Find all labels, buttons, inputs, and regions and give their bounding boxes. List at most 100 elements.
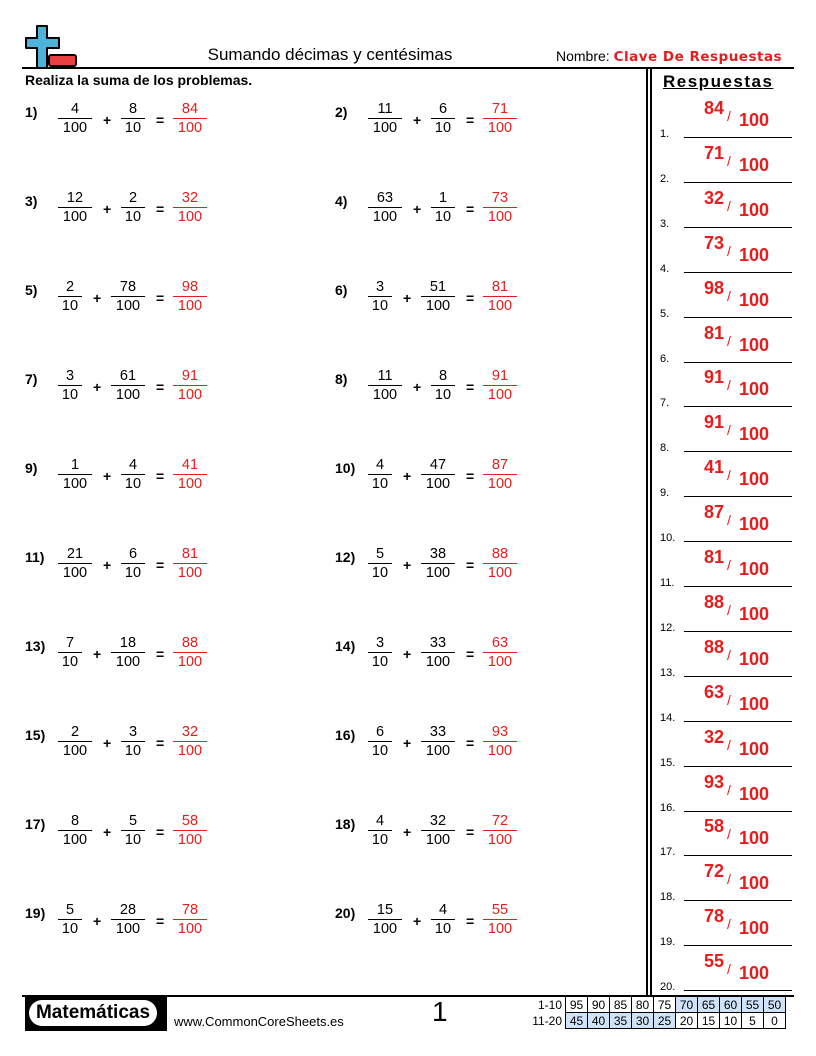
addend-fraction: 11 100 [368,101,402,136]
equals-sign: = [466,824,475,840]
answer-number: 17. [660,846,676,859]
problem-number: 6) [335,282,348,298]
answer-denominator: 100 [739,199,770,220]
answer-numerator: 55 [704,951,725,972]
answer-numerator: 63 [704,681,725,702]
equals-sign: = [466,735,475,751]
answer-fraction-denominator: 100 [177,743,203,759]
score-cell: 30 [631,1012,654,1029]
answer-numerator: 72 [704,861,725,882]
plus-sign: + [93,913,102,929]
answer-slash: / [727,736,731,753]
equals-sign: = [466,290,475,306]
answer-numerator: 91 [704,367,725,388]
answer-fraction-numerator: 91 [483,368,517,386]
problem-number: 2) [335,104,348,120]
addend-fraction-denominator: 100 [115,921,141,937]
addend-fraction-numerator: 8 [58,813,92,831]
addend-fraction: 7 10 [58,635,82,670]
answer-number: 19. [660,936,676,949]
answer-fraction: 32 100 [173,190,207,225]
answer-fraction: 71 100 [483,101,517,136]
addend-fraction-numerator: 11 [368,368,402,386]
plus-sign: + [403,468,412,484]
answer-fraction-numerator: 81 [483,279,517,297]
addend-fraction-denominator: 10 [371,654,389,670]
addend-fraction-numerator: 5 [121,813,145,831]
answer-row: 12. 88/ 100 [660,592,792,634]
answer-denominator: 100 [739,334,770,355]
plus-sign: + [413,201,422,217]
answer-slash: / [727,197,731,214]
score-cell: 5 [741,1012,764,1029]
answer-numerator: 71 [704,142,725,163]
addend-fraction-denominator: 10 [61,921,79,937]
answer-numerator: 81 [704,547,725,567]
answer-fraction-denominator: 100 [177,476,203,492]
problem-number: 18) [335,816,356,832]
logo-badge: Matemáticas [25,997,167,1031]
addend-fraction: 8 10 [431,368,455,403]
addend-fraction-numerator: 4 [368,457,392,475]
answer-row: 8. 91/ 100 [660,412,792,454]
problem-number: 8) [335,371,348,387]
addend-fraction-numerator: 6 [368,724,392,742]
answer-fraction: 78 100 [173,902,207,937]
answer-line [684,541,792,543]
answer-numerator: 41 [704,457,725,478]
answer-fraction: 93 100 [483,724,517,759]
addend-fraction-denominator: 10 [61,654,79,670]
addend-fraction: 5 10 [58,902,82,937]
addend-fraction-denominator: 100 [425,743,451,759]
answer-number: 7. [660,397,670,410]
score-cell: 90 [587,996,610,1013]
answer-denominator: 100 [739,873,770,894]
answer-line [684,181,792,183]
answer-fraction-numerator: 87 [483,457,517,475]
answer-denominator: 100 [739,648,770,669]
plus-sign: + [413,379,422,395]
answer-fraction-denominator: 100 [487,743,513,759]
addend-fraction-numerator: 33 [421,724,455,742]
answer-fraction: 91 100 [483,368,517,403]
equals-sign: = [156,735,165,751]
addend-fraction-denominator: 100 [62,565,88,581]
addend-fraction-numerator: 47 [421,457,455,475]
addend-fraction-denominator: 100 [62,120,88,136]
problem-number: 9) [25,460,38,476]
addend-fraction: 8 10 [121,101,145,136]
answer-fraction-denominator: 100 [487,387,513,403]
answer-slash: / [727,152,731,169]
addend-fraction: 61 100 [111,368,145,403]
addend-fraction-numerator: 28 [111,902,145,920]
answer-slash: / [727,512,731,529]
answer-slash: / [727,916,731,933]
score-row-label: 11-20 [532,1013,562,1028]
answer-fraction: 81 100 [483,279,517,314]
addend-fraction-numerator: 4 [431,902,455,920]
addend-fraction-numerator: 32 [421,813,455,831]
addend-fraction: 21 100 [58,546,92,581]
answer-fraction-numerator: 93 [483,724,517,742]
addend-fraction-denominator: 10 [124,476,142,492]
answer-fraction: 63 100 [483,635,517,670]
addend-fraction-denominator: 10 [124,120,142,136]
addend-fraction: 18 100 [111,635,145,670]
answer-fraction-denominator: 100 [487,921,513,937]
answer-row: 19. 78/ 100 [660,906,792,949]
answer-slash: / [727,422,731,439]
answer-numerator: 93 [704,771,725,792]
equals-sign: = [466,112,475,128]
answer-slash: / [727,826,731,843]
answer-fraction-denominator: 100 [487,832,513,848]
addend-fraction: 4 10 [431,902,455,937]
answer-row: 15. 32/ 100 [660,727,792,769]
problem-number: 4) [335,193,348,209]
addend-fraction-numerator: 6 [431,101,455,119]
answer-number: 13. [660,666,676,679]
answer-line [684,765,792,767]
plus-sign: + [103,201,112,217]
answer-number: 6. [660,352,670,365]
answer-fraction: 88 100 [483,546,517,581]
answer-fraction-numerator: 32 [173,190,207,208]
